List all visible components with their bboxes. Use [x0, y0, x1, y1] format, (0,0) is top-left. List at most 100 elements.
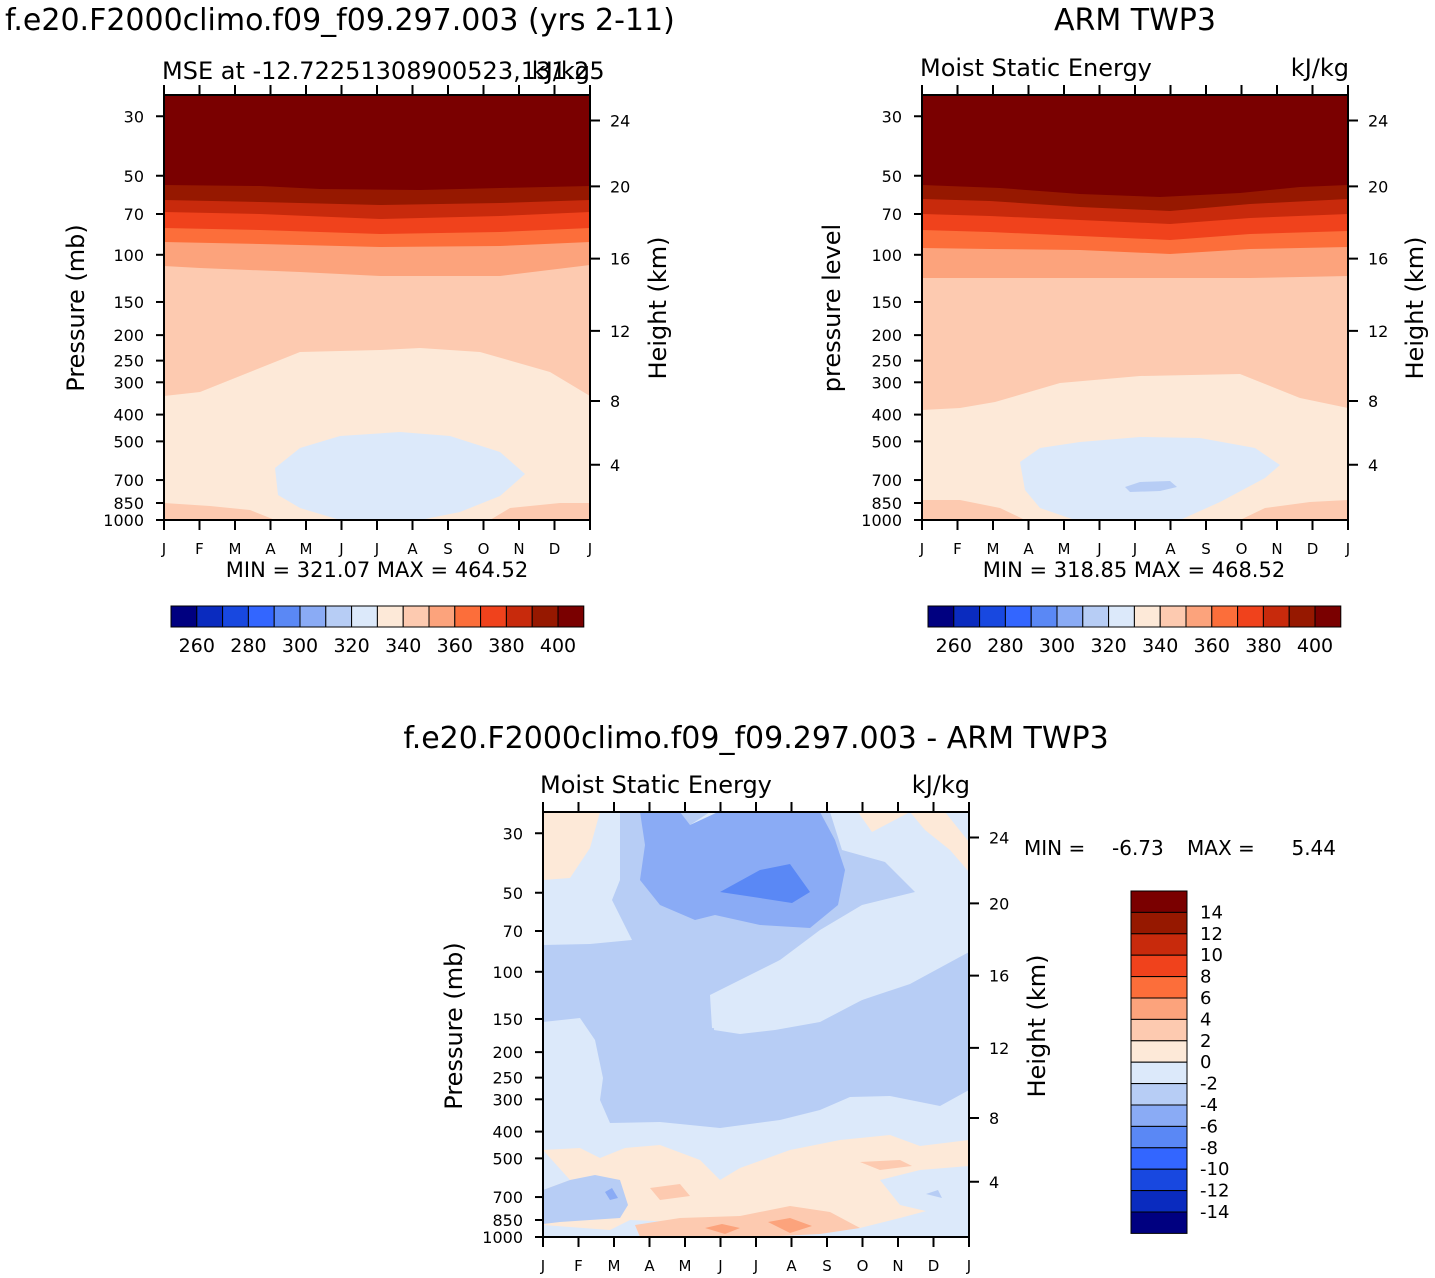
- diff-y-axis-label: Pressure (mb): [440, 942, 468, 1109]
- obs-plot-area: [921, 94, 1349, 521]
- y-tick-label: 500: [871, 432, 902, 451]
- diff-min-label: MIN =: [1024, 836, 1085, 860]
- colorbar-swatch: [1262, 605, 1290, 628]
- diff-max-value: 5.44: [1291, 836, 1336, 860]
- height-tick-label: 8: [610, 392, 620, 411]
- colorbar-label: 10: [1200, 945, 1223, 966]
- colorbar-label: 280: [987, 635, 1023, 657]
- y-tick-label: 500: [492, 1149, 523, 1168]
- x-tick-label: J: [966, 1257, 971, 1275]
- colorbar-label: 280: [230, 635, 266, 657]
- obs-band-surface-left: [922, 500, 1025, 520]
- colorbar-swatch: [1130, 1061, 1188, 1085]
- x-tick-label: M: [1058, 540, 1071, 558]
- obs-subtitle-right: kJ/kg: [1291, 54, 1349, 82]
- colorbar-swatch: [1130, 976, 1188, 999]
- colorbar-label: 340: [1142, 635, 1178, 657]
- diff-subtitle-right: kJ/kg: [912, 771, 970, 799]
- colorbar-swatch: [222, 605, 249, 628]
- x-tick-label: A: [1165, 540, 1176, 558]
- colorbar-swatch: [1130, 1168, 1188, 1192]
- height-tick-label: 16: [610, 250, 630, 269]
- colorbar-swatch: [1130, 1147, 1188, 1170]
- height-tick-label: 20: [1368, 177, 1388, 196]
- model-colorbar: 260 280 300 320 340 360 380 400: [170, 605, 585, 657]
- colorbar-swatch: [299, 605, 327, 628]
- x-tick-label: F: [574, 1257, 583, 1275]
- colorbar-swatch: [196, 605, 224, 628]
- obs-y-axis-label: pressure level: [818, 224, 846, 392]
- colorbar-label: 12: [1200, 924, 1223, 945]
- colorbar-swatch: [1130, 933, 1188, 956]
- obs-colorbar: 260 280 300 320 340 360 380 400: [927, 605, 1342, 657]
- diff-max-label: MAX =: [1187, 836, 1255, 860]
- diff-subtitle-left: Moist Static Energy: [540, 771, 772, 799]
- height-tick-label: 16: [989, 967, 1009, 986]
- colorbar-label: 360: [1194, 635, 1230, 657]
- colorbar-label: 14: [1200, 902, 1223, 923]
- height-tick-label: 8: [1368, 392, 1378, 411]
- y-tick-label: 300: [113, 373, 144, 392]
- y-tick-label: 1000: [103, 511, 144, 530]
- y-tick-label: 50: [124, 167, 144, 186]
- x-tick-label: J: [587, 540, 592, 558]
- y-tick-label: 1000: [482, 1228, 523, 1247]
- x-tick-label: M: [987, 540, 1000, 558]
- colorbar-label: 380: [488, 635, 524, 657]
- height-tick-label: 20: [610, 177, 630, 196]
- height-tick-label: 16: [1368, 250, 1388, 269]
- colorbar-label: 360: [437, 635, 473, 657]
- colorbar-swatch: [1237, 605, 1264, 628]
- x-tick-label: D: [928, 1257, 940, 1275]
- height-tick-label: 12: [1368, 322, 1388, 341]
- height-tick-label: 12: [610, 322, 630, 341]
- colorbar-swatch: [1130, 997, 1188, 1020]
- y-tick-label: 200: [871, 326, 902, 345]
- diff-band-corner-topright: [858, 812, 910, 832]
- y-tick-label: 250: [492, 1069, 523, 1088]
- colorbar-swatch: [1030, 605, 1058, 628]
- colorbar-label: 300: [282, 635, 318, 657]
- y-tick-label: 30: [124, 107, 144, 126]
- colorbar-label: -10: [1200, 1159, 1229, 1180]
- colorbar-label: 4: [1200, 1009, 1211, 1030]
- x-tick-label: N: [513, 540, 524, 558]
- x-tick-label: A: [265, 540, 276, 558]
- x-tick-label: O: [1236, 540, 1248, 558]
- diff-band-surface-pos4-b: [768, 1218, 812, 1233]
- colorbar-swatch: [170, 605, 198, 628]
- y-tick-label: 700: [113, 471, 144, 490]
- model-plot-area: [163, 94, 591, 521]
- x-tick-label: J: [1345, 540, 1350, 558]
- obs-band-surface-right: [1240, 500, 1348, 520]
- colorbar-label: 300: [1039, 635, 1075, 657]
- colorbar-swatch: [1159, 605, 1187, 628]
- colorbar-swatch: [1185, 605, 1213, 628]
- height-tick-label: 20: [989, 894, 1009, 913]
- x-tick-label: A: [644, 1257, 655, 1275]
- height-tick-label: 12: [989, 1039, 1009, 1058]
- colorbar-swatch: [376, 605, 404, 628]
- y-tick-label: 700: [492, 1188, 523, 1207]
- height-tick-label: 4: [989, 1173, 999, 1192]
- x-tick-label: D: [549, 540, 561, 558]
- colorbar-swatch: [351, 605, 378, 628]
- model-title: f.e20.F2000climo.f09_f09.297.003 (yrs 2-…: [5, 3, 675, 38]
- y-tick-label: 300: [492, 1090, 523, 1109]
- diff-band-lowlevel-blue-dark-left: [605, 1188, 618, 1200]
- model-band-top: [164, 95, 590, 190]
- obs-subtitle-left: Moist Static Energy: [920, 54, 1152, 82]
- colorbar-swatch: [1130, 1125, 1188, 1149]
- y-tick-label: 70: [124, 205, 144, 224]
- diff-height-axis-label: Height (km): [1023, 955, 1051, 1098]
- y-tick-label: 500: [113, 432, 144, 451]
- y-tick-label: 50: [503, 884, 523, 903]
- diff-band-lowlevel-warm: [543, 1135, 969, 1230]
- x-tick-label: F: [953, 540, 962, 558]
- y-tick-label: 70: [882, 205, 902, 224]
- diff-band-corner-topright2: [910, 812, 969, 872]
